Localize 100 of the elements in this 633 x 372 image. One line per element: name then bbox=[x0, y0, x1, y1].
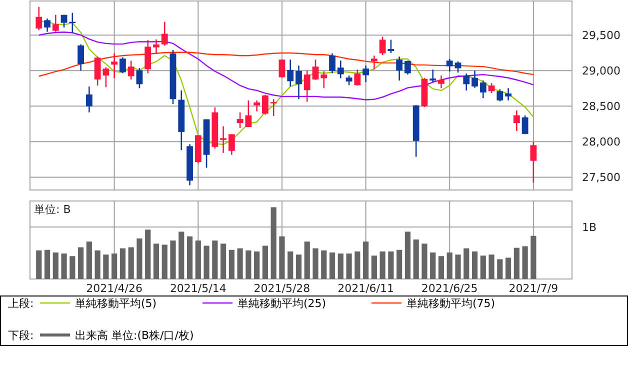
candlestick bbox=[86, 86, 92, 113]
candlestick bbox=[128, 60, 134, 80]
bar bbox=[455, 254, 461, 279]
candlestick bbox=[379, 36, 386, 56]
bar bbox=[371, 256, 377, 279]
bar bbox=[128, 247, 134, 279]
candlestick bbox=[136, 67, 143, 89]
candlestick bbox=[488, 82, 495, 94]
bar bbox=[522, 246, 528, 279]
candlestick bbox=[304, 70, 310, 102]
bar bbox=[262, 246, 268, 279]
candlestick bbox=[153, 38, 160, 55]
bar bbox=[120, 248, 126, 279]
candlestick bbox=[111, 52, 118, 79]
bar bbox=[195, 240, 201, 279]
bar bbox=[112, 254, 118, 279]
bar bbox=[296, 254, 302, 279]
legend-title: 下段: bbox=[8, 328, 34, 342]
bar bbox=[472, 251, 478, 279]
bar bbox=[321, 250, 327, 279]
bar bbox=[396, 250, 402, 279]
bar bbox=[246, 250, 252, 279]
bar bbox=[220, 244, 226, 279]
bar bbox=[380, 251, 386, 279]
y-tick-label: 1B bbox=[582, 220, 597, 234]
legend-title: 上段: bbox=[8, 296, 34, 310]
bar bbox=[288, 251, 294, 279]
x-tick-label: 2021/6/25 bbox=[421, 282, 478, 295]
candlestick bbox=[388, 39, 394, 54]
candlestick bbox=[312, 58, 319, 81]
bar bbox=[413, 239, 419, 279]
bar bbox=[438, 256, 444, 279]
bar bbox=[44, 250, 50, 279]
legend-label: 単純移動平均(25) bbox=[238, 296, 326, 310]
bar bbox=[86, 242, 92, 279]
bar bbox=[346, 254, 352, 279]
x-tick-label: 2021/5/28 bbox=[254, 282, 310, 295]
bar bbox=[464, 248, 470, 279]
candlestick bbox=[161, 21, 168, 46]
bar bbox=[530, 236, 536, 279]
bar bbox=[204, 246, 210, 279]
bar bbox=[145, 230, 151, 279]
bar bbox=[170, 240, 176, 279]
bar bbox=[422, 244, 428, 279]
bar bbox=[446, 252, 452, 279]
candlestick bbox=[362, 64, 369, 83]
bar bbox=[237, 248, 243, 279]
bar bbox=[514, 248, 520, 279]
line-series bbox=[38, 32, 534, 100]
y-tick-label: 27,500 bbox=[582, 171, 620, 184]
legend-label: 出来高 単位:(B株/口/枚) bbox=[75, 328, 194, 342]
y-tick-label: 28,000 bbox=[582, 136, 620, 149]
bar bbox=[94, 250, 100, 279]
legend-label: 単純移動平均(75) bbox=[406, 296, 496, 310]
bar bbox=[36, 250, 42, 279]
bar bbox=[404, 232, 411, 279]
candlestick bbox=[354, 68, 361, 86]
candlestick bbox=[78, 44, 84, 72]
bar bbox=[153, 244, 160, 279]
candlestick bbox=[262, 94, 268, 116]
candlestick bbox=[370, 54, 378, 70]
bar bbox=[480, 256, 486, 279]
bar bbox=[162, 244, 168, 279]
candlestick bbox=[463, 72, 470, 92]
bar bbox=[362, 242, 369, 279]
bar bbox=[254, 251, 260, 279]
bar bbox=[304, 242, 310, 279]
candlestick bbox=[430, 68, 436, 83]
y-tick-label: 29,000 bbox=[582, 64, 620, 78]
candlestick bbox=[329, 52, 336, 74]
candlestick bbox=[505, 88, 512, 102]
candlestick bbox=[337, 60, 344, 79]
candlestick bbox=[52, 14, 59, 32]
bar bbox=[78, 247, 84, 279]
x-tick-label: 2021/5/14 bbox=[170, 282, 226, 295]
bar bbox=[212, 240, 218, 279]
x-tick-label: 2021/6/11 bbox=[338, 282, 394, 295]
bar bbox=[61, 254, 67, 279]
bar bbox=[270, 207, 276, 279]
bar bbox=[354, 251, 360, 279]
candlestick bbox=[60, 14, 68, 28]
candlestick bbox=[522, 114, 528, 135]
bar bbox=[312, 248, 318, 279]
bar bbox=[70, 256, 76, 279]
y-tick-label: 28,500 bbox=[582, 100, 620, 114]
candlestick bbox=[254, 100, 260, 112]
x-tick-label: 2021/4/26 bbox=[86, 282, 143, 295]
candlestick bbox=[36, 6, 42, 31]
bar bbox=[338, 254, 344, 279]
bar bbox=[178, 232, 184, 279]
bar bbox=[430, 252, 436, 279]
candlestick bbox=[530, 141, 537, 184]
candlestick bbox=[496, 88, 504, 102]
bar bbox=[279, 236, 285, 279]
bar bbox=[103, 254, 109, 279]
bar bbox=[329, 252, 336, 279]
bar bbox=[497, 259, 503, 279]
candlestick bbox=[513, 110, 520, 132]
y-tick-label: 29,500 bbox=[582, 28, 620, 42]
legend-label: 単純移動平均(5) bbox=[75, 296, 157, 310]
